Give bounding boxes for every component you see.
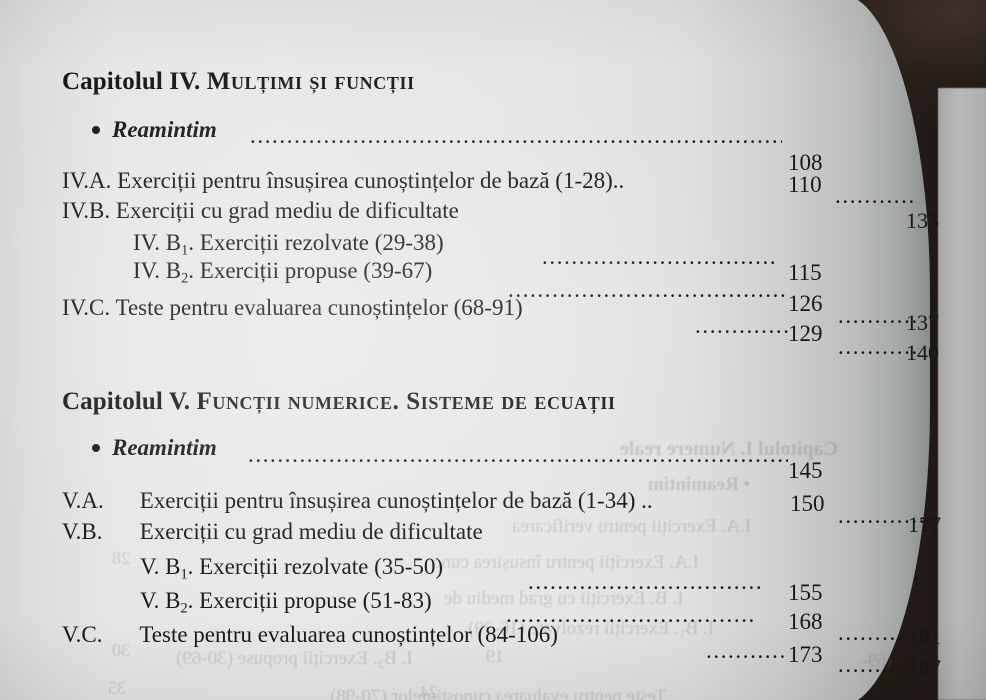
toc-entry-code: IV.A. [62,168,112,193]
leader-dots-secondary-v-b2: ............ [838,620,927,645]
toc-entry-code: V.B. [62,519,103,544]
page-number-primary-iv-a[interactable]: 110 [788,172,822,197]
reamintim-row-5[interactable]: Reamintim [92,435,217,461]
leader-dots-v-b1: ................................ [528,569,764,594]
toc-entry-v-c[interactable]: V.C. Teste pentru evaluarea cunoștințelo… [62,622,558,648]
page-number-reamintim-4[interactable]: 108 [788,150,823,175]
toc-entry-iv-a[interactable]: IV.A. Exerciții pentru însușirea cunoști… [62,168,624,194]
toc-entry-v-b2[interactable]: V. B2. Exerciții propuse (51-83) [140,588,432,617]
page-number-primary-v-a[interactable]: 150 [790,491,825,516]
page-number-primary-iv-b2[interactable]: 126 [788,291,823,316]
leader-dots-reamintim-5: ........................................… [248,442,788,467]
leader-dots-secondary-v-a: ............ [838,503,927,528]
page-number-secondary-iv-a[interactable]: 133 [906,208,939,233]
toc-entry-text: Exerciții propuse (39-67) [199,258,433,283]
toc-entry-iv-b1[interactable]: IV. B1. Exerciții rezolvate (29-38) [133,230,444,259]
toc-entry-v-a[interactable]: V.A. Exerciții pentru însușirea cunoștin… [62,488,653,514]
toc-entry-code: IV.B. [62,198,111,223]
toc-entry-text: Exerciții cu grad mediu de dificultate [115,198,459,223]
reamintim-row-4[interactable]: Reamintim [92,117,217,143]
bullet-icon [92,125,100,134]
chapter-heading-5: Capitolul V. Funcții numerice. Sisteme d… [62,388,616,416]
chapter-4-prefix: Capitolul IV. [62,68,201,95]
page-number-secondary-iv-b2[interactable]: 137 [906,310,939,335]
leader-dots-v-c: ........... [706,638,787,663]
chapter-5-title: Funcții numerice. Sisteme de ecuații [196,388,616,415]
toc-entry-v-b1[interactable]: V. B1. Exerciții rezolvate (35-50) [140,554,443,583]
chapter-4-title: Mulțimi și funcții [206,68,415,95]
page-number-primary-v-b2[interactable]: 168 [788,609,823,634]
toc-entry-iv-b[interactable]: IV.B. Exerciții cu grad mediu de dificul… [62,198,459,224]
toc-entry-code: V. B1. [140,554,194,583]
page-number-secondary-v-a[interactable]: 177 [908,512,941,537]
toc-entry-code: IV. B2. [133,258,195,287]
toc-entry-code: V. B2. [140,588,194,617]
leader-dots-secondary-iv-b2: ........... [838,303,919,328]
toc-entry-text: Exerciții cu grad mediu de dificultate [139,519,483,544]
toc-entry-text: Teste pentru evaluarea cunoștințelor (68… [115,295,523,320]
page-number-primary-v-c[interactable]: 173 [788,642,823,667]
page-number-secondary-v-c[interactable]: 187 [908,655,941,680]
page-number-secondary-v-b2[interactable]: 181 [908,624,941,649]
toc-entry-code: IV. B1. [133,230,195,259]
page-number-secondary-iv-c[interactable]: 140 [906,340,939,365]
toc-entry-code: V.C. [62,622,103,647]
underlying-page-edge [938,88,986,700]
leader-dots-v-b2: .................................. [506,602,756,627]
toc-entry-text: Exerciții pentru însușirea cunoștințelor… [117,168,613,193]
reamintim-label-4: Reamintim [112,117,217,142]
toc-entry-text: Exerciții pentru însușirea cunoștințelor… [139,488,636,513]
toc-entry-text: Exerciții propuse (51-83) [199,588,432,613]
leader-dots-iv-c: ............. [695,313,791,338]
leader-dots-iv-b2: ...................................... [508,277,788,302]
page-number-reamintim-5[interactable]: 145 [788,458,823,483]
leader-dots-secondary-v-c: ............ [838,652,927,677]
page-number-primary-iv-c[interactable]: 129 [788,321,823,346]
leader-dots-reamintim-4: ........................................… [250,123,782,148]
page-number-primary-v-b1[interactable]: 155 [788,580,823,605]
toc-entry-iv-b2[interactable]: IV. B2. Exerciții propuse (39-67) [133,258,432,287]
leader-dots-iv-b1: ................................ [542,244,778,269]
toc-entry-code: V.A. [62,488,104,513]
leader-dots: .. [641,488,653,513]
chapter-5-prefix: Capitolul V. [62,388,191,415]
toc-entry-code: IV.C. [62,295,111,320]
toc-entry-v-b[interactable]: V.B. Exerciții cu grad mediu de dificult… [62,519,483,545]
toc-entry-iv-c[interactable]: IV.C. Teste pentru evaluarea cunoștințel… [62,295,523,321]
leader-dots-secondary-iv-c: ........... [838,334,919,359]
reamintim-label-5: Reamintim [112,435,217,460]
toc-entry-text: Exerciții rezolvate (29-38) [199,230,444,255]
bullet-icon [92,443,100,452]
leader-dots: .. [612,168,625,193]
chapter-heading-4: Capitolul IV. Mulțimi și funcții [62,68,415,96]
toc-entry-text: Exerciții rezolvate (35-50) [199,554,444,579]
leader-dots-secondary-iv-a: ........... [835,183,916,208]
page-number-primary-iv-b1[interactable]: 115 [788,260,822,285]
toc-entry-text: Teste pentru evaluarea cunoștințelor (84… [139,622,558,647]
